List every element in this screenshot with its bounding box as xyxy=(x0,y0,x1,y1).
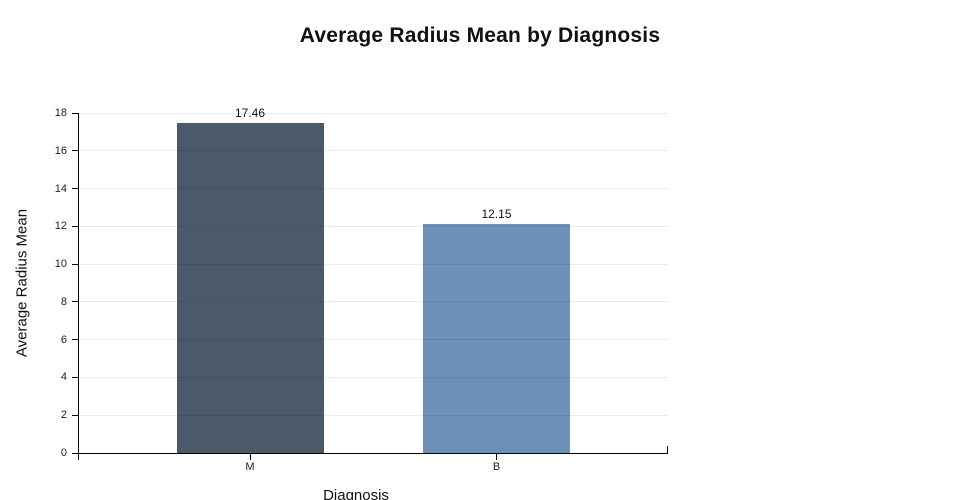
y-tick-label-12: 12 xyxy=(54,220,67,233)
y-tick-6 xyxy=(72,339,79,341)
x-tick-B xyxy=(496,453,497,460)
gridline-12 xyxy=(79,225,668,227)
gridline-14 xyxy=(79,188,668,190)
y-tick-8 xyxy=(72,301,79,303)
x-tick-label-B: B xyxy=(492,461,501,473)
gridline-6 xyxy=(79,339,668,341)
y-tick-10 xyxy=(72,263,79,265)
x-axis-line xyxy=(78,453,668,454)
y-tick-label-10: 10 xyxy=(54,258,67,271)
x-tick-M xyxy=(249,453,251,460)
gridline-4 xyxy=(79,376,668,378)
y-tick-label-16: 16 xyxy=(54,144,67,157)
y-tick-12 xyxy=(72,225,79,227)
plot-area: 0 2 4 6 8 10 12 14 16 18 M B 17.46 12.15 xyxy=(55,106,668,473)
y-tick-14 xyxy=(72,188,79,190)
bar-value-label-M: 17.46 xyxy=(234,106,266,121)
y-tick-18 xyxy=(72,112,79,114)
y-tick-label-8: 8 xyxy=(60,295,67,308)
y-tick-label-0: 0 xyxy=(60,447,67,459)
bar-value-label-B: 12.15 xyxy=(481,206,512,221)
y-tick-label-14: 14 xyxy=(54,182,67,195)
y-tick-0 xyxy=(72,452,79,454)
y-tick-4 xyxy=(72,376,79,378)
gridline-8 xyxy=(79,301,668,303)
gridline-16 xyxy=(79,150,668,152)
y-tick-label-2: 2 xyxy=(60,409,67,422)
x-axis-end-cap xyxy=(667,446,668,453)
x-axis-label: Diagnosis xyxy=(323,487,389,500)
bar-B xyxy=(423,223,570,453)
gridline-10 xyxy=(79,263,668,265)
y-tick-label-18: 18 xyxy=(54,107,67,119)
bar-M xyxy=(176,123,324,453)
gridline-18 xyxy=(79,112,668,114)
y-tick-2 xyxy=(72,414,79,416)
x-tick-label-M: M xyxy=(245,461,255,473)
y-tick-label-4: 4 xyxy=(60,371,67,384)
gridline-2 xyxy=(79,414,668,416)
y-tick-16 xyxy=(72,150,79,152)
chart-title: Average Radius Mean by Diagnosis xyxy=(299,24,661,47)
y-axis-line xyxy=(78,113,79,460)
y-tick-label-6: 6 xyxy=(60,333,67,346)
